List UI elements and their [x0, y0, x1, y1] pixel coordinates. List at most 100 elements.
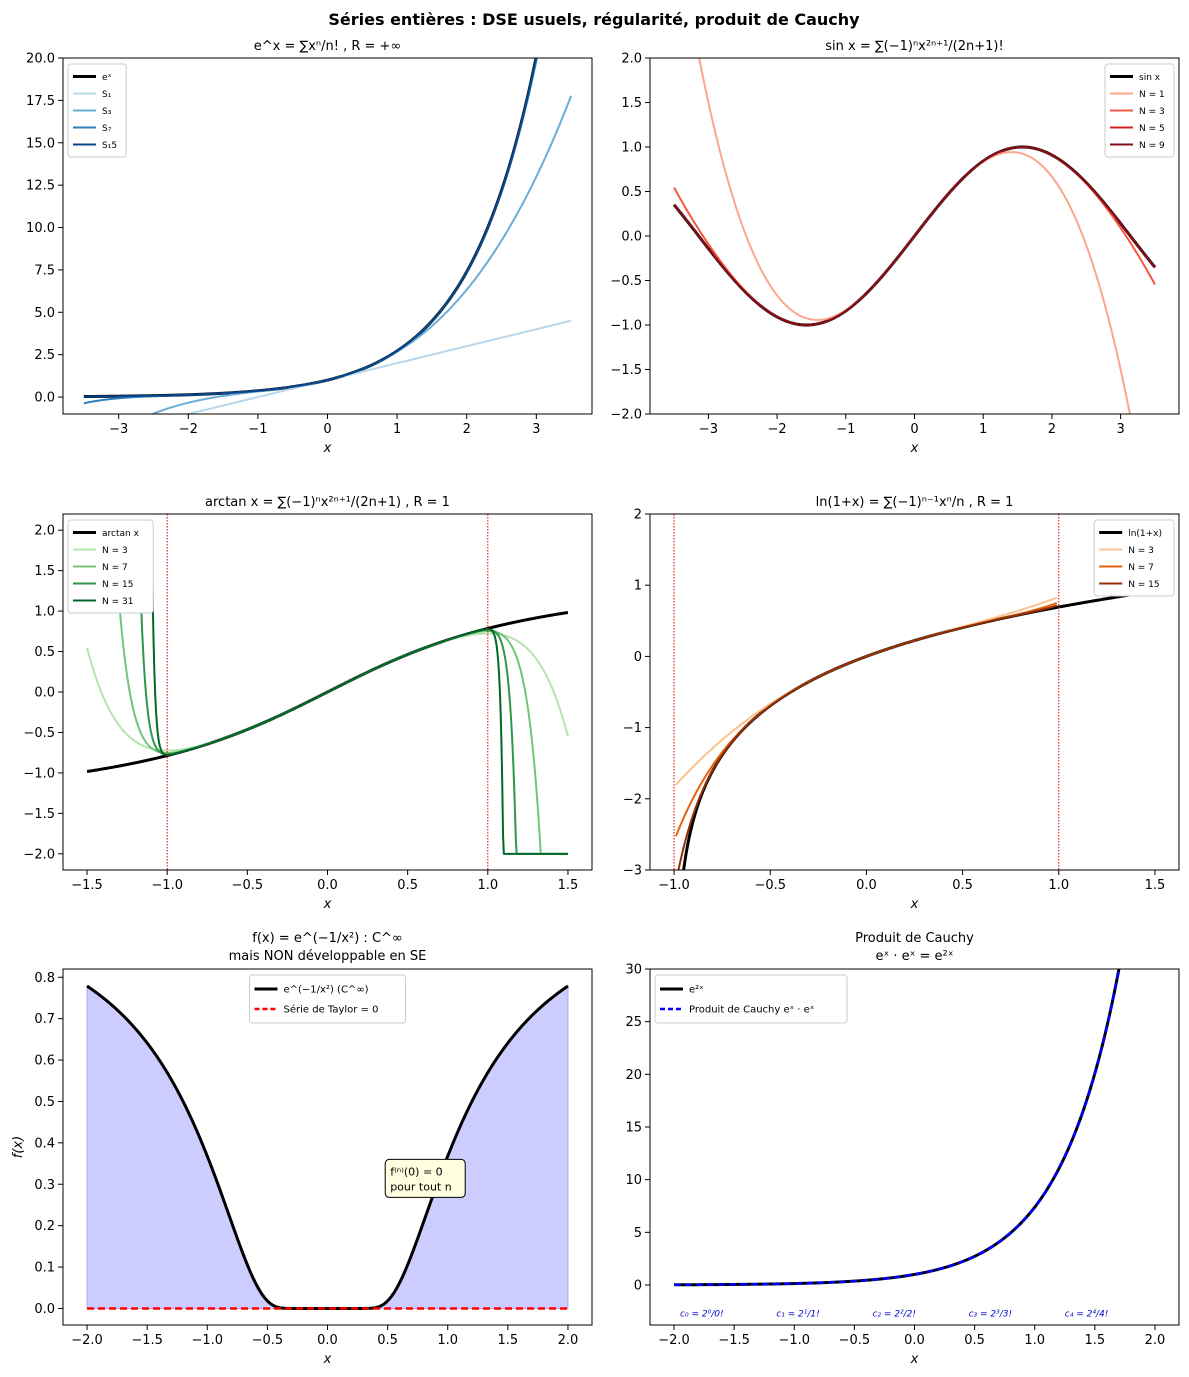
x-tick-label: 1 [979, 422, 987, 437]
y-tick-label: −2.0 [610, 408, 642, 423]
x-tick-label: −1.0 [191, 1333, 223, 1348]
x-tick-label: 2 [463, 422, 471, 437]
x-tick-label: 0.0 [856, 878, 877, 893]
y-tick-label: 0.1 [34, 1261, 55, 1276]
x-tick-label: −0.5 [252, 1333, 284, 1348]
panel-title-line1: f(x) = e^(−1/x²) : C^∞ [252, 931, 403, 946]
x-tick-label: −3 [109, 422, 128, 437]
axes-frame [649, 513, 1180, 871]
panel-flat: −2.0 −1.5 −1.0 −0.5 0.0 0.5 1.0 1.5 2.0 0.0 0.1 0.2… [11, 931, 593, 1367]
legend: eˣ S₁ S₃ S₇ S₁5 [67, 63, 127, 158]
x-tick-label: 0.5 [964, 1333, 985, 1348]
x-tick-label: −2.0 [658, 1333, 690, 1348]
panel-title: arctan x = ∑(−1)ⁿx²ⁿ⁺¹/(2n+1) , R = 1 [205, 495, 450, 510]
legend: ln(1+x) N = 3 N = 7 N = 15 [1093, 519, 1175, 597]
x-tick-label: 1.0 [477, 878, 498, 893]
x-tick-label: −0.5 [232, 878, 264, 893]
x-tick-label: 1.0 [1048, 878, 1069, 893]
x-tick-label: 0.5 [397, 878, 418, 893]
y-tick-label: 0.5 [34, 645, 55, 660]
legend-entry: sin x [1139, 73, 1161, 83]
y-tick-label: 17.5 [26, 94, 55, 109]
y-tick-label: 0.3 [34, 1178, 55, 1193]
y-tick-label: 0.0 [34, 1302, 55, 1317]
x-tick-label: 0.0 [317, 878, 338, 893]
x-tick-label: 0.5 [952, 878, 973, 893]
x-tick-label: −1.5 [718, 1333, 750, 1348]
y-tick-label: 0.2 [34, 1219, 55, 1234]
y-tick-label: 25 [625, 1015, 642, 1030]
series-line-1 [675, 596, 1058, 786]
y-tick-label: −2 [623, 792, 642, 807]
y-tick-label: 20 [625, 1068, 642, 1083]
axes-frame [62, 57, 593, 415]
x-tick-label: 0.0 [317, 1333, 338, 1348]
x-tick-label: 0.5 [377, 1333, 398, 1348]
legend: sin x N = 1 N = 3 N = 5 N = 9 [1104, 63, 1175, 158]
plot-area [83, 58, 573, 414]
y-tick-label: 10 [625, 1173, 642, 1188]
x-axis-label: x [323, 1352, 332, 1367]
legend: e^(−1/x²) (C^∞) Série de Taylor = 0 [249, 974, 406, 1024]
legend-entry: N = 5 [1139, 124, 1165, 134]
y-tick-label: 0 [634, 1278, 642, 1293]
legend: arctan x N = 3 N = 7 N = 15 N = 31 [67, 519, 154, 614]
series-line-0 [86, 984, 569, 1310]
figure-suptitle: Séries entières : DSE usuels, régularité… [328, 10, 860, 29]
legend-entry: N = 31 [102, 597, 133, 607]
series-line-0 [682, 589, 1156, 870]
panel-exp: −3 −2 −1 0 1 2 3 0.0 2.5 5.0 7.5 10.0 12.5 15.0 17.5 20… [26, 39, 593, 456]
legend-entry: S₃ [102, 107, 112, 117]
x-tick-label: −0.5 [754, 878, 786, 893]
panel-title-line1: Produit de Cauchy [855, 931, 974, 946]
plot-area: c₀ = 2⁰/0! c₁ = 2¹/1! c₂ = 2²/2! c₃ = 2³/3!… [673, 969, 1121, 1319]
x-tick-label: 1.5 [1084, 1333, 1105, 1348]
x-tick-label: −1.5 [131, 1333, 163, 1348]
x-tick-label: −1.0 [151, 878, 183, 893]
y-tick-label: 0.0 [34, 686, 55, 701]
series-line-3 [677, 604, 1058, 870]
y-tick-label: 2 [634, 508, 642, 523]
annotation-line1: f⁽ⁿ⁾(0) = 0 [390, 1165, 442, 1178]
legend-frame [67, 519, 154, 614]
y-tick-label: −1 [623, 721, 642, 736]
legend-entry: S₇ [102, 124, 112, 134]
y-tick-label: 1.0 [621, 141, 642, 156]
legend-frame [67, 63, 127, 158]
x-tick-label: −2 [179, 422, 198, 437]
x-axis-label: x [910, 441, 919, 456]
y-tick-label: 12.5 [26, 179, 55, 194]
x-tick-label: 1.0 [437, 1333, 458, 1348]
y-tick-label: −3 [623, 864, 642, 879]
legend-entry: N = 3 [1128, 546, 1154, 556]
x-tick-label: 1.5 [497, 1333, 518, 1348]
panel-cauchy: c₀ = 2⁰/0! c₁ = 2¹/1! c₂ = 2²/2! c₃ = 2³/3!… [625, 931, 1180, 1367]
x-tick-label: 2.0 [1145, 1333, 1166, 1348]
legend-entry: N = 1 [1139, 90, 1165, 100]
y-tick-label: 15 [625, 1120, 642, 1135]
y-tick-label: 0.4 [34, 1136, 55, 1151]
legend-frame [1104, 63, 1175, 158]
plot-area [86, 514, 569, 870]
coef-label-3: c₃ = 2³/3! [969, 1309, 1013, 1319]
x-tick-label: 0 [323, 422, 331, 437]
y-tick-label: 1.5 [34, 564, 55, 579]
x-tick-label: 1 [393, 422, 401, 437]
x-tick-label: 2 [1048, 422, 1056, 437]
x-axis-label: x [910, 897, 919, 912]
x-tick-label: −1.0 [778, 1333, 810, 1348]
y-tick-label: −1.0 [23, 766, 55, 781]
y-tick-label: −0.5 [610, 274, 642, 289]
legend-entry: arctan x [102, 529, 140, 539]
y-tick-label: −1.0 [610, 319, 642, 334]
series-line-2 [675, 602, 1058, 837]
panel-sin: −3 −2 −1 0 1 2 3 −2.0 −1.5 −1.0 −0.5 0.0 0.5 1.0 1.5 2.… [610, 39, 1180, 456]
x-tick-label: 1.5 [1145, 878, 1166, 893]
legend-entry: eˣ [102, 73, 112, 83]
legend-frame [1093, 519, 1175, 597]
plot-area [673, 514, 1156, 870]
x-tick-label: 1.0 [1024, 1333, 1045, 1348]
y-tick-label: −1.5 [610, 363, 642, 378]
legend-entry: N = 15 [102, 580, 133, 590]
